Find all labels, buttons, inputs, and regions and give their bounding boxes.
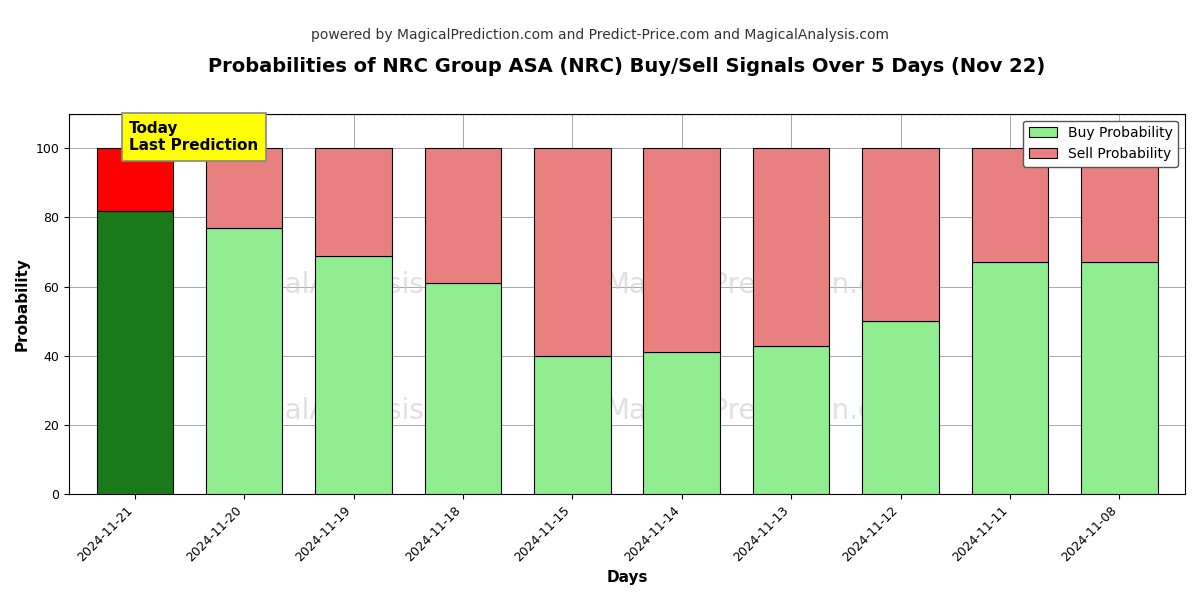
X-axis label: Days: Days bbox=[606, 570, 648, 585]
Bar bbox=[863, 148, 938, 322]
Legend: Buy Probability, Sell Probability: Buy Probability, Sell Probability bbox=[1024, 121, 1178, 167]
Bar bbox=[206, 148, 282, 228]
Bar bbox=[96, 211, 173, 494]
Bar bbox=[96, 148, 173, 211]
Bar bbox=[863, 322, 938, 494]
Bar bbox=[643, 352, 720, 494]
Bar bbox=[643, 148, 720, 352]
Bar bbox=[1081, 148, 1158, 262]
Text: powered by MagicalPrediction.com and Predict-Price.com and MagicalAnalysis.com: powered by MagicalPrediction.com and Pre… bbox=[311, 28, 889, 42]
Bar bbox=[425, 283, 502, 494]
Bar bbox=[972, 262, 1049, 494]
Bar bbox=[425, 148, 502, 283]
Title: Probabilities of NRC Group ASA (NRC) Buy/Sell Signals Over 5 Days (Nov 22): Probabilities of NRC Group ASA (NRC) Buy… bbox=[209, 57, 1045, 76]
Text: MagicalPrediction.com: MagicalPrediction.com bbox=[605, 271, 917, 299]
Text: MagicalAnalysis.com: MagicalAnalysis.com bbox=[204, 397, 493, 425]
Bar bbox=[752, 346, 829, 494]
Text: Today
Last Prediction: Today Last Prediction bbox=[130, 121, 258, 153]
Text: MagicalAnalysis.com: MagicalAnalysis.com bbox=[204, 271, 493, 299]
Bar bbox=[534, 356, 611, 494]
Text: MagicalPrediction.com: MagicalPrediction.com bbox=[605, 397, 917, 425]
Bar bbox=[316, 256, 392, 494]
Bar bbox=[534, 148, 611, 356]
Bar bbox=[752, 148, 829, 346]
Bar bbox=[972, 148, 1049, 262]
Bar bbox=[316, 148, 392, 256]
Bar bbox=[206, 228, 282, 494]
Y-axis label: Probability: Probability bbox=[16, 257, 30, 351]
Bar bbox=[1081, 262, 1158, 494]
